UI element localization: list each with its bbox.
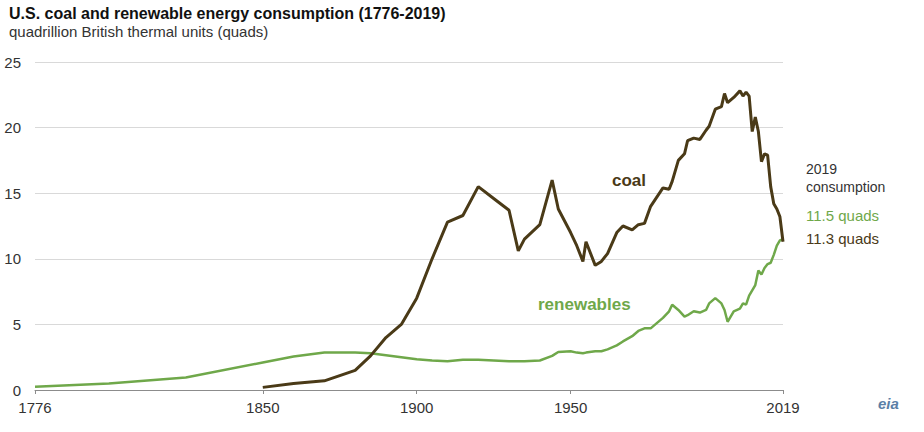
svg-text:quadrillion British thermal un: quadrillion British thermal units (quads… — [9, 23, 268, 40]
svg-text:consumption: consumption — [806, 179, 885, 195]
svg-text:1776: 1776 — [18, 399, 51, 416]
svg-text:10: 10 — [4, 250, 21, 267]
svg-text:20: 20 — [4, 119, 21, 136]
svg-text:15: 15 — [4, 185, 21, 202]
svg-text:25: 25 — [4, 54, 21, 71]
svg-text:1950: 1950 — [554, 399, 587, 416]
svg-text:U.S. coal and renewable energy: U.S. coal and renewable energy consumpti… — [9, 5, 446, 22]
svg-text:0: 0 — [13, 382, 21, 399]
svg-text:1850: 1850 — [246, 399, 279, 416]
svg-text:eia: eia — [878, 395, 899, 412]
svg-text:coal: coal — [612, 171, 646, 190]
svg-text:5: 5 — [13, 316, 21, 333]
svg-text:2019: 2019 — [766, 399, 799, 416]
svg-text:2019: 2019 — [806, 161, 841, 177]
svg-text:1900: 1900 — [400, 399, 433, 416]
svg-text:renewables: renewables — [538, 295, 631, 314]
svg-text:11.5 quads: 11.5 quads — [806, 207, 879, 224]
svg-text:11.3 quads: 11.3 quads — [806, 230, 879, 247]
